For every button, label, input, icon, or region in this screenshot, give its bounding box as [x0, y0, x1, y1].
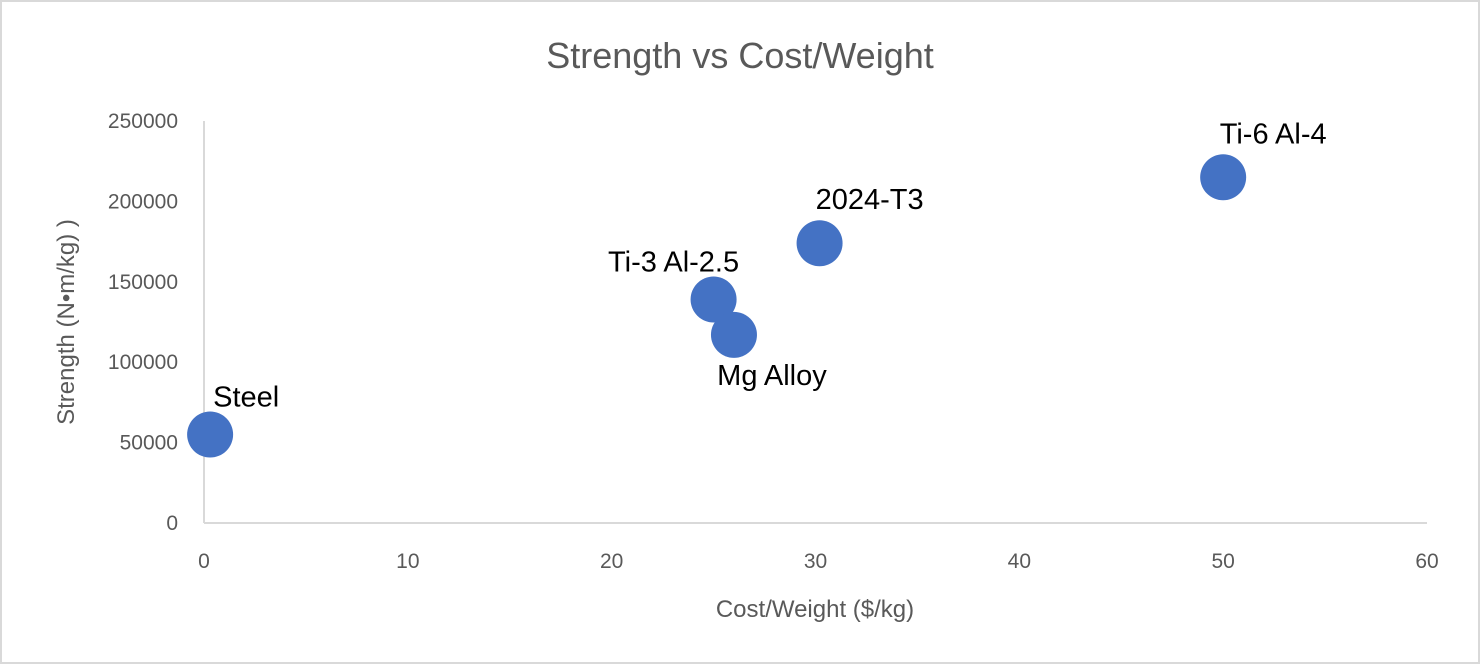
data-label: Steel	[213, 382, 279, 414]
x-tick-label: 0	[198, 550, 210, 573]
x-tick-label: 50	[1211, 550, 1234, 573]
data-point	[1200, 154, 1247, 201]
data-point	[690, 276, 737, 323]
y-tick-label: 200000	[108, 190, 178, 213]
data-point	[710, 311, 757, 358]
y-tick-label: 50000	[120, 432, 178, 455]
y-tick-label: 150000	[108, 271, 178, 294]
data-point	[796, 220, 843, 267]
chart-title: Strength vs Cost/Weight	[546, 35, 934, 76]
y-tick-label: 100000	[108, 351, 178, 374]
y-tick-label: 250000	[108, 110, 178, 133]
data-point	[187, 411, 234, 458]
x-tick-label: 10	[396, 550, 419, 573]
y-tick-label: 0	[166, 512, 178, 535]
data-points	[187, 154, 1247, 458]
data-label: 2024-T3	[816, 184, 924, 216]
data-label: Ti-6 Al-4	[1220, 118, 1327, 150]
data-labels: Steel Ti-3 Al-2.5 Mg Alloy 2024-T3 Ti-6 Al-4	[213, 118, 1327, 413]
data-label: Mg Alloy	[717, 360, 827, 392]
y-axis-ticks: 0 50000 100000 150000 200000 250000	[108, 110, 178, 535]
x-axis-ticks: 0 10 20 30 40 50 60	[198, 550, 1439, 573]
x-axis-title: Cost/Weight ($/kg)	[716, 596, 914, 623]
x-tick-label: 60	[1415, 550, 1438, 573]
x-tick-label: 20	[600, 550, 623, 573]
data-label: Ti-3 Al-2.5	[608, 246, 739, 278]
x-tick-label: 30	[804, 550, 827, 573]
x-tick-label: 40	[1008, 550, 1031, 573]
y-axis-title: Strength (N•m/kg) )	[53, 219, 80, 425]
